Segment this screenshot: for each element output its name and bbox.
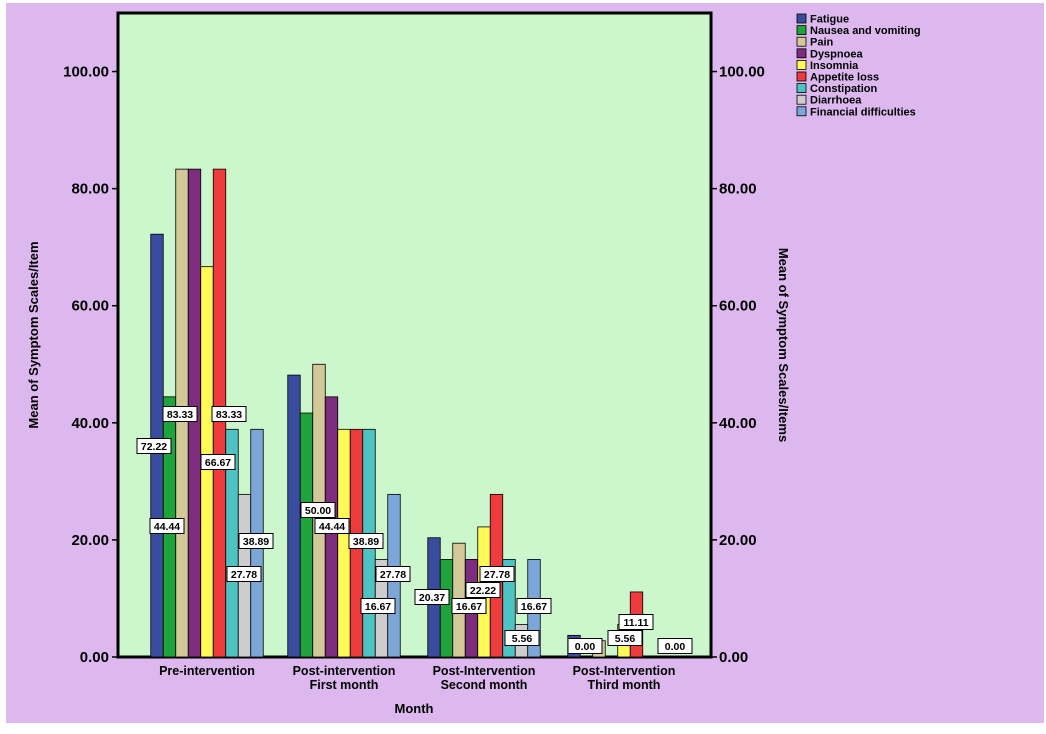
data-label-box (360, 598, 396, 614)
data-label-box (226, 566, 262, 582)
data-label: 16.67 (456, 601, 482, 613)
legend-swatch (796, 94, 807, 105)
data-label: 50.00 (305, 505, 331, 517)
data-label: 27.78 (231, 569, 257, 581)
y-tick-label-right: 0.00 (719, 649, 748, 666)
y-tick-label-left: 40.00 (71, 415, 109, 432)
data-label-box (618, 614, 654, 630)
legend-label: Dyspnoea (810, 48, 863, 60)
data-label-box (162, 406, 198, 422)
x-tick-label: Post-intervention (293, 664, 396, 678)
axis-ticks: 0.00 0.00 20.00 20.00 40.00 40.00 60.00 60.00 80… (63, 64, 765, 666)
data-label: 27.78 (380, 569, 406, 581)
x-tick-label: First month (310, 678, 379, 692)
data-label-box (348, 533, 384, 549)
y-axis-title-left: Mean of Symptom Scales/Item (26, 241, 41, 428)
data-label: 0.00 (665, 641, 686, 653)
bar-nausea-and-vomiting (299, 412, 314, 658)
y-tick-label-left: 60.00 (71, 298, 109, 315)
data-label: 22.22 (470, 585, 496, 597)
data-label-box (451, 598, 487, 614)
x-tick-label: Post-Intervention (573, 664, 676, 678)
bar-insomnia (337, 428, 351, 658)
legend-swatch (796, 83, 807, 93)
data-label-box (479, 566, 515, 582)
data-label: 5.56 (512, 633, 533, 645)
data-label-box (607, 630, 643, 646)
data-label-box (465, 582, 501, 598)
legend-swatch (796, 36, 807, 47)
data-label-box (567, 638, 603, 654)
x-tick-label: Pre-intervention (159, 664, 255, 678)
legend-label: Diarrhoea (810, 95, 862, 107)
data-label-box (238, 533, 274, 549)
data-label: 83.33 (216, 409, 242, 421)
data-label-box (657, 638, 693, 654)
data-label-box (516, 598, 552, 614)
data-label-box (414, 589, 450, 605)
data-label: 5.56 (615, 633, 636, 645)
legend-label: Appetite loss (810, 72, 879, 84)
data-label: 38.89 (353, 536, 379, 548)
y-tick-label-right: 40.00 (719, 415, 757, 432)
y-tick-label-left: 80.00 (71, 181, 109, 198)
data-label-box (375, 566, 411, 582)
legend-swatch (796, 48, 807, 59)
data-label-box (136, 438, 172, 454)
y-tick-label-right: 60.00 (719, 298, 757, 315)
legend-label: Pain (810, 37, 834, 49)
legend-label: Constipation (810, 83, 877, 95)
data-label-box (504, 630, 540, 646)
data-labels-group: 72.22 20.37 44.44 0.00 83.33 50.00 44.44 16.67 6… (136, 406, 693, 654)
data-label: 16.67 (521, 601, 547, 613)
y-axis-title-right: Mean of Symptom Scales/Items (776, 248, 791, 442)
data-label: 20.37 (419, 592, 445, 604)
data-label-box (314, 518, 350, 534)
data-label-box (200, 454, 236, 470)
data-label: 27.78 (484, 569, 510, 581)
x-tick-label: Third month (588, 678, 661, 692)
y-tick-label-right: 100.00 (719, 64, 765, 81)
y-tick-label-right: 80.00 (719, 181, 757, 198)
legend-swatch (796, 71, 807, 82)
legend-label: Fatigue (810, 14, 849, 26)
data-label: 83.33 (167, 409, 193, 421)
x-axis-title: Month (395, 701, 434, 716)
y-tick-label-left: 100.00 (63, 64, 109, 81)
data-label: 11.11 (623, 617, 648, 629)
legend-label: Nausea and vomiting (810, 25, 921, 37)
data-label: 72.22 (141, 441, 167, 453)
data-label: 44.44 (154, 521, 180, 533)
y-tick-label-right: 20.00 (719, 532, 757, 549)
bar-nausea-and-vomiting (439, 559, 454, 658)
y-tick-label-left: 20.00 (71, 532, 109, 549)
legend-swatch (796, 25, 807, 36)
x-tick-label: Post-Intervention (433, 664, 536, 678)
data-label: 38.89 (243, 536, 269, 548)
data-label: 66.67 (205, 457, 231, 469)
x-tick-label: Second month (441, 678, 528, 692)
data-label: 0.00 (575, 641, 596, 653)
legend-swatch (796, 60, 807, 70)
data-label-box (211, 406, 247, 422)
legend-swatch (796, 13, 807, 24)
y-tick-label-left: 0.00 (80, 649, 109, 666)
data-label: 44.44 (319, 521, 345, 533)
data-label-box (149, 518, 185, 534)
legend-label: Insomnia (810, 60, 859, 72)
data-label-box (300, 502, 336, 518)
legend-swatch (796, 106, 807, 117)
bar-fatigue (287, 374, 301, 658)
data-label: 16.67 (365, 601, 391, 613)
legend-label: Financial difficulties (810, 106, 916, 118)
